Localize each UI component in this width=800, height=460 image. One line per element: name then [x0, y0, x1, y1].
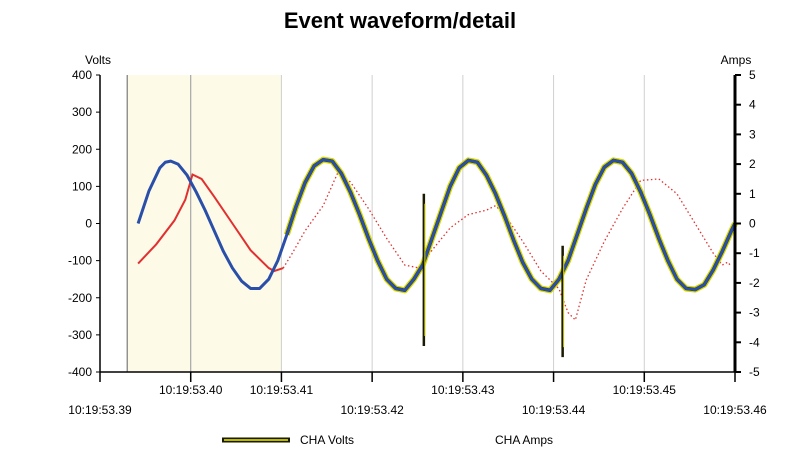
left-tick-label: -200: [68, 291, 92, 305]
right-tick-label: 3: [749, 127, 756, 141]
left-tick-label: -400: [68, 365, 92, 379]
legend-label-volts: CHA Volts: [300, 433, 354, 447]
x-tick-label: 10:19:53.44: [522, 403, 586, 417]
right-tick-label: 5: [749, 68, 756, 82]
right-tick-label: -3: [749, 306, 760, 320]
right-tick-label: 4: [749, 98, 756, 112]
series-line-cha-volts: [136, 158, 737, 292]
legend-label-amps: CHA Amps: [495, 433, 553, 447]
series-line-cha-amps: [137, 173, 284, 273]
grid: [126, 75, 645, 372]
x-tick-label: 10:19:53.39: [68, 403, 132, 417]
right-tick-label: -4: [749, 335, 760, 349]
x-tick-label: 10:19:53.43: [431, 383, 495, 397]
series-layer: [136, 156, 738, 358]
right-tick-label: -2: [749, 276, 760, 290]
x-tick-label: 10:19:53.45: [613, 383, 677, 397]
x-tick-label: 10:19:53.40: [159, 383, 223, 397]
left-tick-label: 0: [85, 217, 92, 231]
right-tick-label: 0: [749, 217, 756, 231]
highlight-region: [127, 75, 282, 372]
right-tick-label: 2: [749, 157, 756, 171]
right-tick-label: 1: [749, 187, 756, 201]
left-tick-label: 100: [72, 179, 92, 193]
x-tick-label: 10:19:53.46: [703, 403, 767, 417]
right-axis-label: Amps: [721, 53, 752, 67]
left-axis-label: Volts: [85, 53, 111, 67]
legend: CHA Volts CHA Amps: [222, 433, 553, 447]
left-tick-label: 400: [72, 68, 92, 82]
chart-title: Event waveform/detail: [283, 8, 517, 33]
left-tick-label: -100: [68, 254, 92, 268]
right-tick-label: -5: [749, 365, 760, 379]
x-tick-label: 10:19:53.42: [340, 403, 404, 417]
left-tick-label: -300: [68, 328, 92, 342]
left-tick-label: 300: [72, 105, 92, 119]
left-tick-label: 200: [72, 142, 92, 156]
axes: 400 300 200 100 0 -100 -200 -300 -400 5 4 3 2 1 0 -1 -2 -…: [68, 68, 767, 417]
x-tick-label: 10:19:53.41: [250, 383, 314, 397]
right-tick-label: -1: [749, 246, 760, 260]
